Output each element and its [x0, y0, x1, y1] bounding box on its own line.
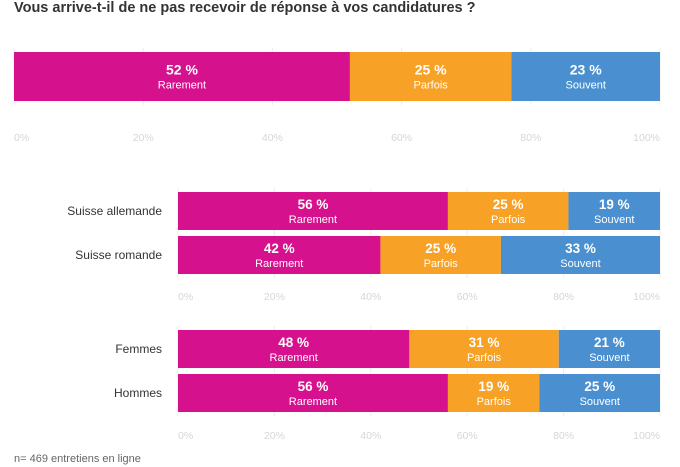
data-label-value: 42 %: [264, 241, 295, 256]
data-label-category: Rarement: [289, 396, 337, 408]
bar-segment-souvent: [500, 236, 660, 274]
data-label-value: 25 %: [493, 197, 524, 212]
x-tick-label: 0%: [178, 291, 193, 303]
bar-segment-souvent: [511, 52, 660, 101]
x-tick-label: 60%: [457, 430, 478, 442]
x-tick-label: 0%: [178, 430, 193, 442]
x-tick-label: 0%: [14, 132, 29, 144]
data-label-category: Souvent: [580, 396, 620, 408]
footnote: n= 469 entretiens en ligne: [14, 453, 141, 465]
x-tick-label: 80%: [520, 132, 541, 144]
x-tick-label: 60%: [391, 132, 412, 144]
x-tick-label: 20%: [264, 291, 285, 303]
bar-segment-rarement: [178, 236, 381, 274]
row-label: Femmes: [115, 342, 162, 356]
x-tick-label: 100%: [633, 430, 660, 442]
bar-segment-rarement: [14, 52, 350, 101]
bar-segment-parfois: [349, 52, 512, 101]
data-label-value: 56 %: [298, 379, 329, 394]
data-label-category: Souvent: [560, 258, 600, 270]
x-tick-label: 60%: [457, 291, 478, 303]
bar-segment-rarement: [178, 330, 410, 368]
x-tick-label: 20%: [133, 132, 154, 144]
bar-segment-rarement: [178, 374, 448, 412]
data-label-category: Parfois: [414, 80, 449, 92]
data-label-value: 33 %: [565, 241, 596, 256]
row-label: Suisse romande: [75, 248, 162, 262]
data-label-value: 23 %: [570, 62, 602, 78]
data-label-value: 25 %: [584, 379, 615, 394]
data-label-category: Parfois: [477, 396, 512, 408]
chart-panel-2: 0% 20% 40% 60% 80% 100% Suisse allemande 56 % Ra…: [67, 188, 661, 303]
data-label-category: Rarement: [255, 258, 303, 270]
bar-segment-souvent: [558, 330, 660, 368]
bar-segment-souvent: [539, 374, 660, 412]
bar-segment-parfois: [447, 192, 569, 230]
x-tick-label: 100%: [633, 291, 660, 303]
x-tick-label: 80%: [553, 291, 574, 303]
data-label-value: 21 %: [594, 335, 625, 350]
data-label-category: Rarement: [289, 214, 337, 226]
data-label-value: 31 %: [469, 335, 500, 350]
x-tick-label: 40%: [262, 132, 283, 144]
data-label-value: 52 %: [166, 62, 198, 78]
data-label-category: Parfois: [491, 214, 526, 226]
data-label-category: Souvent: [589, 352, 629, 364]
chart-panel-1: 0% 20% 40% 60% 80% 100% 52 % Rarement 25 % Parfoi…: [13, 48, 661, 144]
x-tick-label: 80%: [553, 430, 574, 442]
x-tick-label: 100%: [633, 132, 660, 144]
bar-segment-parfois: [409, 330, 559, 368]
data-label-category: Parfois: [424, 258, 459, 270]
row-label: Suisse allemande: [67, 204, 162, 218]
data-label-category: Rarement: [270, 352, 318, 364]
x-tick-label: 40%: [360, 430, 381, 442]
data-label-value: 19 %: [599, 197, 630, 212]
data-label-category: Souvent: [594, 214, 634, 226]
data-label-category: Rarement: [158, 80, 206, 92]
bar-segment-rarement: [178, 192, 448, 230]
data-label-category: Parfois: [467, 352, 502, 364]
chart-title: Vous arrive-t-il de ne pas recevoir de r…: [14, 0, 476, 16]
row-label: Hommes: [114, 386, 162, 400]
bar-segment-parfois: [380, 236, 501, 274]
data-label-value: 56 %: [298, 197, 329, 212]
data-label-value: 48 %: [278, 335, 309, 350]
data-label-value: 25 %: [415, 62, 447, 78]
data-label-value: 19 %: [478, 379, 509, 394]
x-tick-label: 40%: [360, 291, 381, 303]
data-label-value: 25 %: [425, 241, 456, 256]
bar-segment-souvent: [568, 192, 660, 230]
x-tick-label: 20%: [264, 430, 285, 442]
bar-segment-parfois: [447, 374, 540, 412]
data-label-category: Souvent: [566, 80, 606, 92]
chart-panel-3: 0% 20% 40% 60% 80% 100% Femmes 48 % Rarement 31 %…: [114, 326, 661, 442]
